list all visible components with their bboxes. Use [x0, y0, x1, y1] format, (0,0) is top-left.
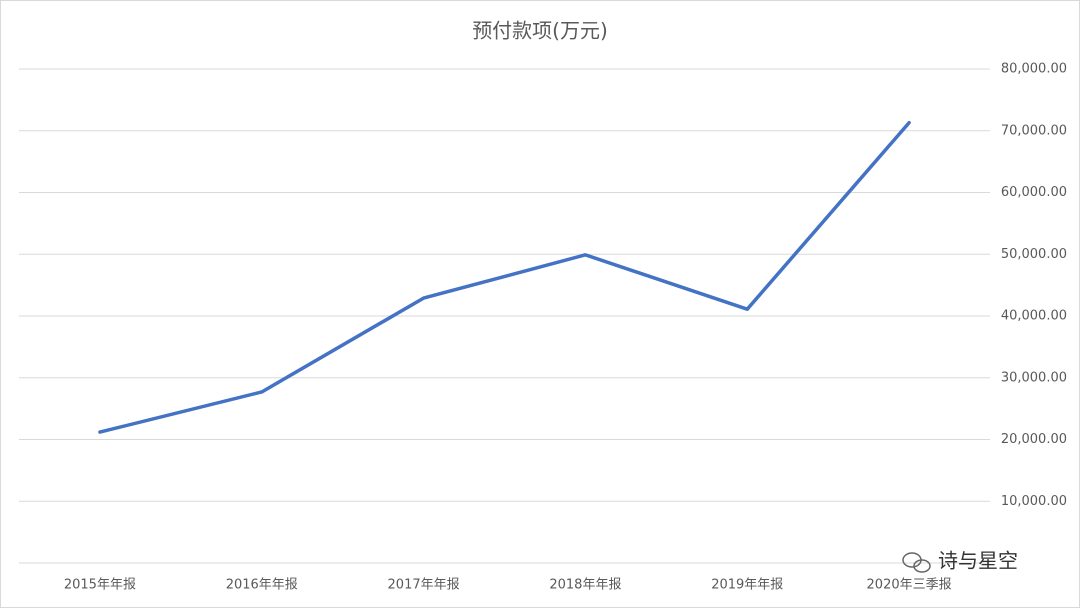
x-tick-label: 2019年年报	[711, 578, 783, 593]
x-tick-label: 2018年年报	[549, 578, 621, 593]
x-tick-label: 2017年年报	[388, 578, 460, 593]
x-tick-label: 2015年年报	[64, 578, 136, 593]
y-tick-label: 40,000.00	[1001, 309, 1067, 324]
watermark-icon	[902, 552, 931, 573]
y-tick-label: 70,000.00	[1001, 123, 1067, 138]
x-tick-label: 2020年三季报	[867, 578, 952, 593]
y-tick-label: 10,000.00	[1001, 494, 1067, 509]
watermark: 诗与星空	[938, 549, 1018, 573]
y-tick-label: 20,000.00	[1001, 432, 1067, 447]
data-line	[98, 120, 911, 434]
y-tick-label: 80,000.00	[1001, 62, 1067, 77]
x-tick-label: 2016年年报	[226, 578, 298, 593]
y-tick-label: 30,000.00	[1001, 370, 1067, 385]
y-tick-label: 60,000.00	[1001, 185, 1067, 200]
chart-title: 预付款项(万元)	[472, 19, 608, 43]
y-tick-label: 50,000.00	[1001, 247, 1067, 262]
